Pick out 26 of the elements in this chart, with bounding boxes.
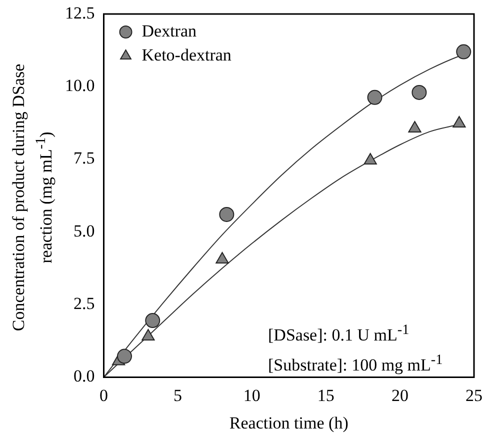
annotation: [Substrate]: 100 mg mL$^{-1}$ xyxy=(268,350,443,376)
y-tick-label: 10.0 xyxy=(65,76,95,96)
point xyxy=(142,329,155,341)
point xyxy=(452,116,466,128)
x-tick-label: 25 xyxy=(466,386,482,405)
x-tick-label: 15 xyxy=(317,386,334,405)
y-tick-label: 2.5 xyxy=(74,294,95,314)
x-tick-label: 0 xyxy=(100,386,108,405)
point xyxy=(216,252,229,264)
point xyxy=(364,152,377,164)
x-tick-label: 20 xyxy=(391,386,408,405)
y-tick-label: 0.0 xyxy=(74,366,95,386)
y-tick-label: 12.5 xyxy=(65,3,95,22)
y-tick-label: 7.5 xyxy=(74,148,95,168)
point xyxy=(408,120,422,132)
x-tick-label: 10 xyxy=(243,386,260,405)
legend-label: Dextran xyxy=(142,21,197,40)
x-tick-label: 5 xyxy=(174,386,182,405)
y-tick-label: 5.0 xyxy=(74,221,95,240)
annotation: [DSase]: 0.1 U mL$^{-1}$ xyxy=(268,321,410,347)
point xyxy=(412,84,427,100)
point xyxy=(219,206,234,222)
x-axis-title: Reaction time (h) xyxy=(229,413,348,432)
point xyxy=(367,90,382,105)
point xyxy=(456,44,472,60)
legend-label: Keto-dextran xyxy=(142,45,232,64)
